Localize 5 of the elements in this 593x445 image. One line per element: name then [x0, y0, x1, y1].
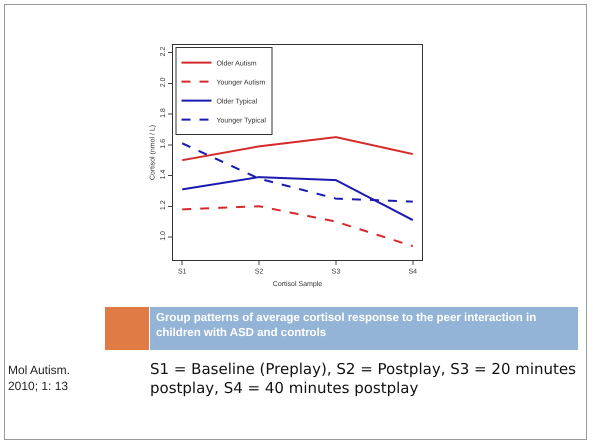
line-series [181, 136, 414, 162]
text: Mol Autism. 2010; 1: 13 [8, 362, 70, 394]
line-series [181, 205, 414, 248]
text: S1 = Baseline (Preplay), S2 = Postplay, S3 = 20 minutes postplay, S4 = 40 minutes postplay [150, 360, 577, 398]
text: Group patterns of average cortisol response to the peer interaction in children with ASD and controls [156, 311, 538, 341]
